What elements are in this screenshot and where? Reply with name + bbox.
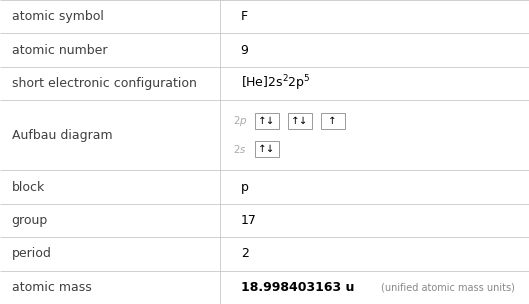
- Text: 2: 2: [241, 247, 249, 261]
- Text: ↑: ↑: [329, 116, 337, 126]
- Bar: [321, 113, 345, 129]
- Text: (unified atomic mass units): (unified atomic mass units): [381, 282, 515, 292]
- Text: short electronic configuration: short electronic configuration: [12, 77, 196, 90]
- Text: $\rm{[He]2}s^{2}\rm{2}p^{5}$: $\rm{[He]2}s^{2}\rm{2}p^{5}$: [241, 74, 311, 93]
- Text: period: period: [12, 247, 51, 261]
- Text: $2p$: $2p$: [233, 114, 248, 128]
- Text: F: F: [241, 10, 248, 23]
- Text: $2s$: $2s$: [233, 143, 247, 155]
- Text: Aufbau diagram: Aufbau diagram: [12, 129, 112, 142]
- Text: 18.998403163 u: 18.998403163 u: [241, 281, 354, 294]
- Text: 9: 9: [241, 43, 249, 57]
- Bar: [288, 113, 312, 129]
- Text: atomic mass: atomic mass: [12, 281, 92, 294]
- Text: 17: 17: [241, 214, 257, 227]
- Bar: [255, 113, 279, 129]
- Text: block: block: [12, 181, 45, 194]
- Text: atomic number: atomic number: [12, 43, 107, 57]
- Text: ↑↓: ↑↓: [258, 116, 276, 126]
- Text: p: p: [241, 181, 249, 194]
- Bar: [255, 141, 279, 157]
- Text: ↑↓: ↑↓: [291, 116, 309, 126]
- Text: group: group: [12, 214, 48, 227]
- Text: atomic symbol: atomic symbol: [12, 10, 104, 23]
- Text: ↑↓: ↑↓: [258, 144, 276, 154]
